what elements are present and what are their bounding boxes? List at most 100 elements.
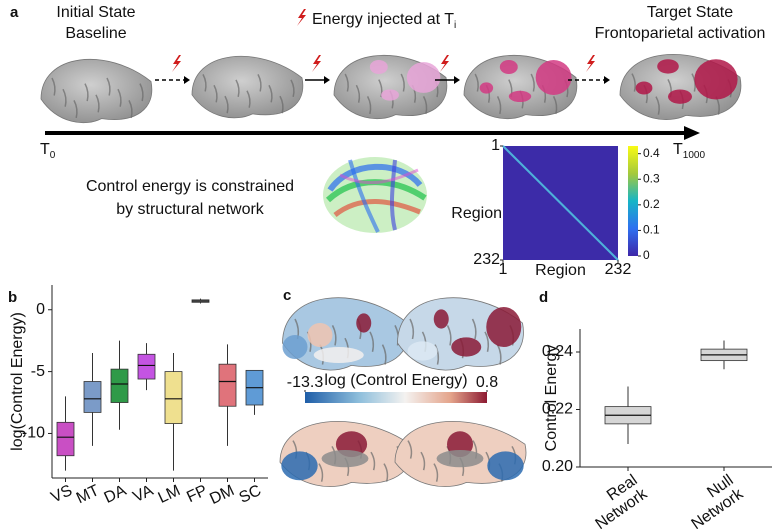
state-label: Frontoparietal activation xyxy=(595,25,766,42)
sulcus xyxy=(530,73,535,92)
y-tick-label: 232 xyxy=(473,251,500,268)
colorbar xyxy=(305,392,487,403)
activation-patch xyxy=(356,313,372,333)
energy-subscript: i xyxy=(454,20,456,31)
y-axis-label: log(Control Energy) xyxy=(9,312,26,451)
x-tick-label: SC xyxy=(237,482,264,507)
x-tick-label: DA xyxy=(102,482,130,507)
y-tick-label: 0 xyxy=(36,301,45,318)
activation-patch xyxy=(668,89,692,104)
sulcus xyxy=(62,88,67,107)
time-subscript: 1000 xyxy=(683,150,706,161)
y-tick-label: 0.24 xyxy=(542,343,573,360)
activation-patch xyxy=(406,62,441,93)
sulcus xyxy=(369,331,375,352)
sulcus xyxy=(552,96,558,115)
sulcus xyxy=(290,79,295,98)
y-tick-label: 0.20 xyxy=(542,458,573,475)
sulcus xyxy=(355,84,361,103)
activation-patch xyxy=(282,335,308,359)
sulcus xyxy=(51,77,56,96)
sulcus xyxy=(235,79,240,98)
sulcus xyxy=(106,77,111,96)
brain-surface xyxy=(191,56,304,119)
activation-patch xyxy=(381,89,399,101)
sulcus xyxy=(383,463,389,482)
colorbar-tick-label: 0.1 xyxy=(643,223,660,237)
sulcus xyxy=(422,96,428,115)
x-tick-label: DM xyxy=(207,482,237,508)
activation-patch xyxy=(307,323,333,347)
brain xyxy=(463,54,578,120)
activation-patch xyxy=(433,309,449,329)
x-tick-label: 1 xyxy=(499,261,508,278)
box xyxy=(83,381,102,413)
box xyxy=(218,363,237,407)
x-tick-label: VS xyxy=(48,482,75,506)
box xyxy=(110,368,129,403)
sulcus xyxy=(257,74,262,92)
energy-bolt xyxy=(297,9,306,26)
activation-patch xyxy=(407,341,438,361)
activation-patch xyxy=(281,451,318,481)
colorbar-tick-label: 0.8 xyxy=(476,374,498,391)
colorbar-title-bg xyxy=(325,372,470,389)
sulcus xyxy=(279,95,284,114)
sulcus xyxy=(474,73,479,92)
sulcus xyxy=(84,83,89,102)
energy-bolt xyxy=(172,55,181,72)
activation-patch xyxy=(694,59,738,100)
sulcus xyxy=(496,96,502,115)
activation-patch xyxy=(487,451,524,481)
state-label: Baseline xyxy=(65,25,126,42)
brain xyxy=(397,297,524,371)
sulcus xyxy=(73,100,78,119)
sulcus xyxy=(139,83,144,102)
x-tick-label: NullNetwork xyxy=(679,471,747,529)
y-tick-label: -5 xyxy=(31,363,45,380)
brain xyxy=(333,54,448,120)
energy-label: Energy injected at Ti xyxy=(312,11,456,30)
box xyxy=(164,371,183,424)
sulcus xyxy=(655,96,660,115)
activation-patch xyxy=(369,60,388,74)
x-tick-label: MT xyxy=(74,482,102,507)
brain xyxy=(40,59,153,124)
activation-patch xyxy=(436,449,484,468)
activation-patch xyxy=(657,59,679,74)
x-tick-label: VA xyxy=(131,482,157,506)
sulcus xyxy=(484,331,490,352)
sulcus xyxy=(117,88,122,107)
activation-patch xyxy=(486,307,522,347)
brain xyxy=(282,297,409,371)
activation-patch xyxy=(635,81,653,95)
brain xyxy=(191,56,304,119)
energy-bolt xyxy=(312,55,321,72)
sulcus xyxy=(331,325,337,346)
sulcus xyxy=(246,90,251,108)
box xyxy=(56,421,75,457)
colorbar xyxy=(628,146,638,256)
brain xyxy=(279,421,412,487)
sulcus xyxy=(370,451,376,471)
note: Control energy is constrained xyxy=(86,178,294,195)
sulcus xyxy=(434,344,440,365)
colorbar-tick-label: 0.2 xyxy=(643,197,660,211)
sulcus xyxy=(407,440,413,459)
arrow-head xyxy=(324,76,330,84)
y-axis-label: Control Energy xyxy=(543,345,560,452)
arrow-head xyxy=(604,76,610,84)
time-subscript: 0 xyxy=(50,150,56,161)
sulcus xyxy=(631,73,636,92)
arrow-head xyxy=(454,76,460,84)
brain xyxy=(619,54,742,120)
activation-patch xyxy=(499,60,518,74)
sulcus xyxy=(471,318,477,340)
brain-surface xyxy=(40,59,153,124)
colorbar-tick-label: 0.3 xyxy=(643,171,660,185)
colorbar-tick-label: -13.3 xyxy=(287,374,324,391)
energy-text: Energy injected at T xyxy=(312,11,454,28)
sulcus xyxy=(344,73,349,92)
sulcus xyxy=(420,451,426,471)
